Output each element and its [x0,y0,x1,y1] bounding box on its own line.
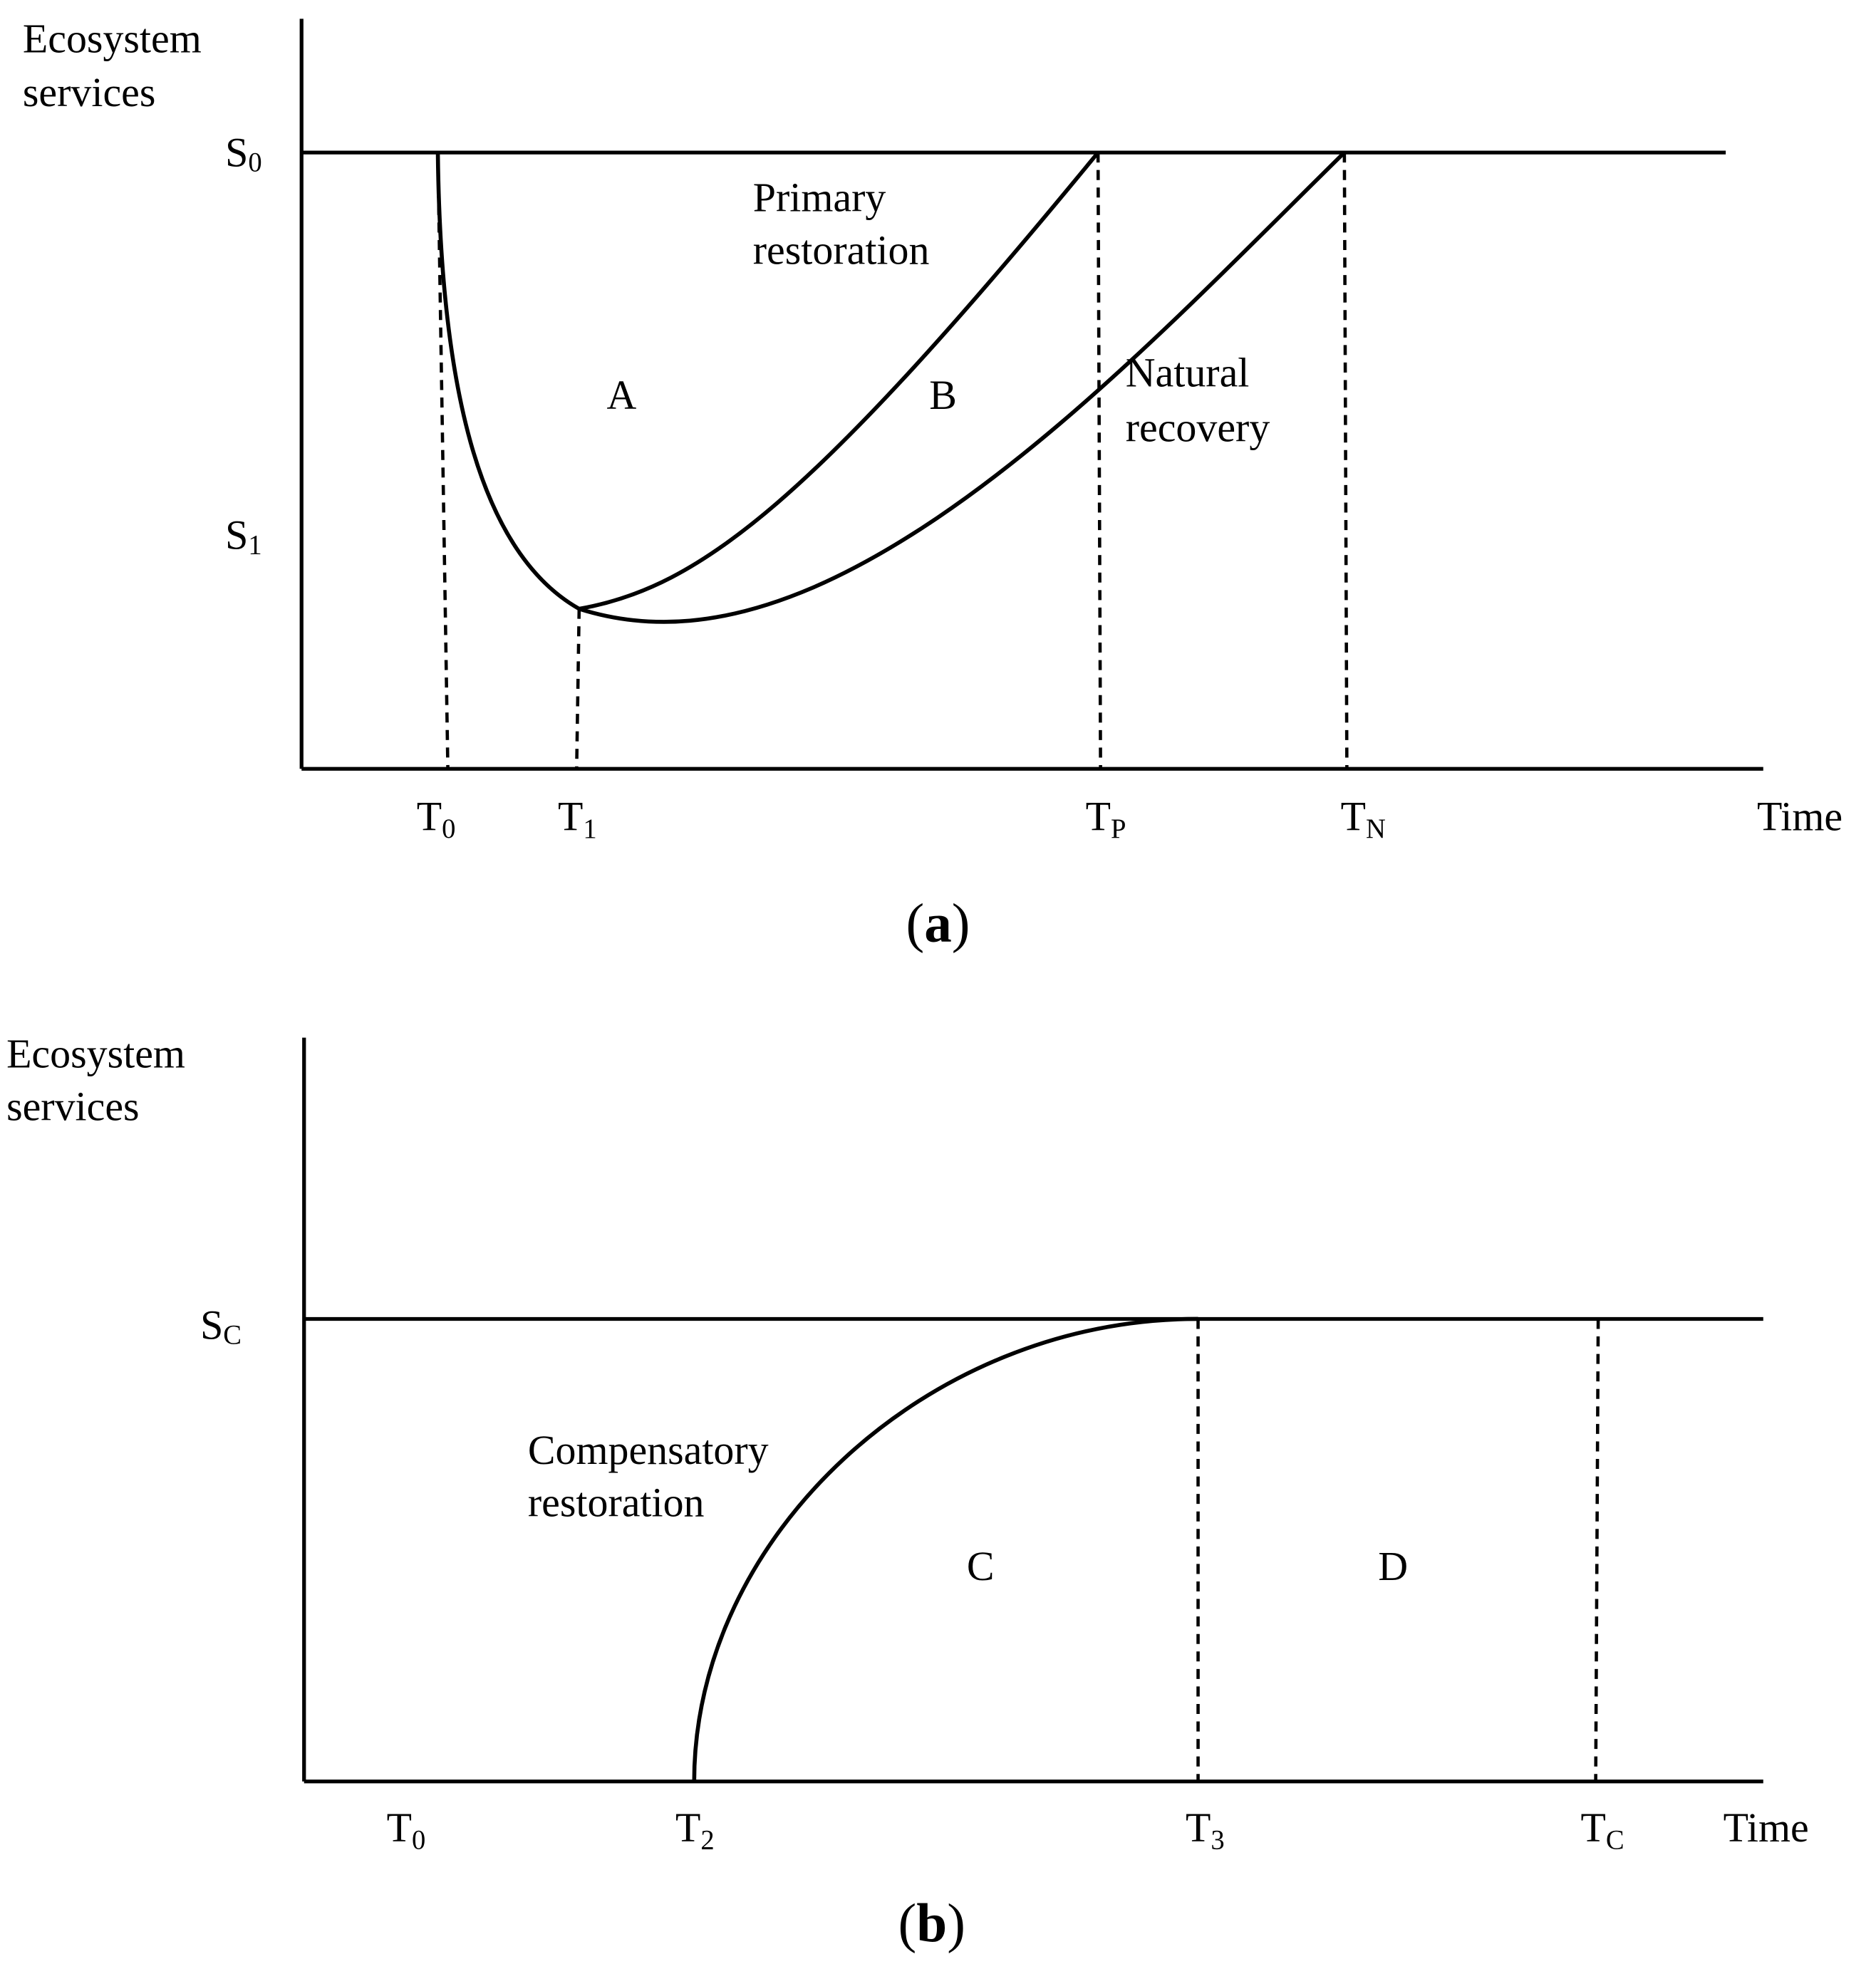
x-label: Time [1757,793,1843,839]
compensatory-curve [692,1316,1198,1782]
label-part: S [225,129,248,175]
time-label: T3 [1186,1804,1225,1856]
panel-a: Ecosystem services S0 S1 T0 T1 TP TN Tim… [23,16,1843,954]
curve-label: Natural [1126,349,1250,395]
label-part: ) [947,1892,965,1953]
y-label: services [23,69,156,115]
label-part: P [1111,814,1126,844]
label-part: ) [952,892,970,953]
label-part: T [387,1804,412,1851]
label-part: S [225,511,248,558]
label-part: S [200,1302,223,1349]
label-part: T [417,793,442,839]
label-part: 0 [442,814,455,844]
y-label: Ecosystem [6,1031,185,1077]
label-part: T [1086,793,1111,839]
curve-label: Compensatory [528,1427,769,1473]
curve-label: Primary [753,175,886,221]
label-part: C [1606,1826,1624,1856]
dashed-line [575,608,581,769]
label-part: ( [898,1892,917,1953]
area-label: A [606,372,636,418]
decline-curve [435,152,581,611]
time-label: TP [1086,793,1126,844]
level-label: SC [200,1302,242,1351]
y-label: services [6,1083,140,1129]
label-part: T [558,793,583,839]
label-part: 0 [412,1826,425,1856]
curve-label: recovery [1126,404,1270,450]
label-part: 3 [1211,1826,1224,1856]
dashed-line [1594,1319,1600,1782]
label-part: T [1341,793,1366,839]
level-label: S1 [225,511,262,560]
label-part: C [223,1321,242,1351]
time-label: TN [1341,793,1386,844]
time-label: T0 [417,793,456,844]
label-part: b [916,1892,947,1953]
panel-b: Ecosystem services SC T0 T2 T3 TC Time C… [6,1031,1809,1954]
level-label: S0 [225,129,262,177]
caption: (b) [898,1892,965,1953]
dashed-line [1342,152,1349,769]
label-part: T [1186,1804,1211,1851]
label-part: a [924,892,952,953]
label-part: ( [906,892,924,953]
label-part: 1 [583,814,596,844]
area-label: D [1378,1543,1408,1589]
label-part: N [1366,814,1386,844]
primary-curve [579,151,1100,611]
x-label: Time [1724,1804,1809,1851]
label-part: 2 [700,1826,714,1856]
y-label: Ecosystem [23,16,202,62]
time-label: TC [1581,1804,1624,1856]
time-label: T2 [675,1804,715,1856]
curve-label: restoration [528,1480,705,1526]
label-part: 0 [248,147,261,177]
natural-curve [578,151,1346,624]
caption: (a) [906,892,970,953]
area-label: B [929,372,957,418]
time-label: T1 [558,793,597,844]
dashed-line [1096,152,1102,769]
time-label: T0 [387,1804,426,1856]
label-part: T [675,1804,700,1851]
dashed-line [436,152,450,769]
curve-label: restoration [753,227,930,273]
label-part: T [1581,1804,1606,1851]
label-part: 1 [248,530,261,560]
area-label: C [967,1543,995,1589]
